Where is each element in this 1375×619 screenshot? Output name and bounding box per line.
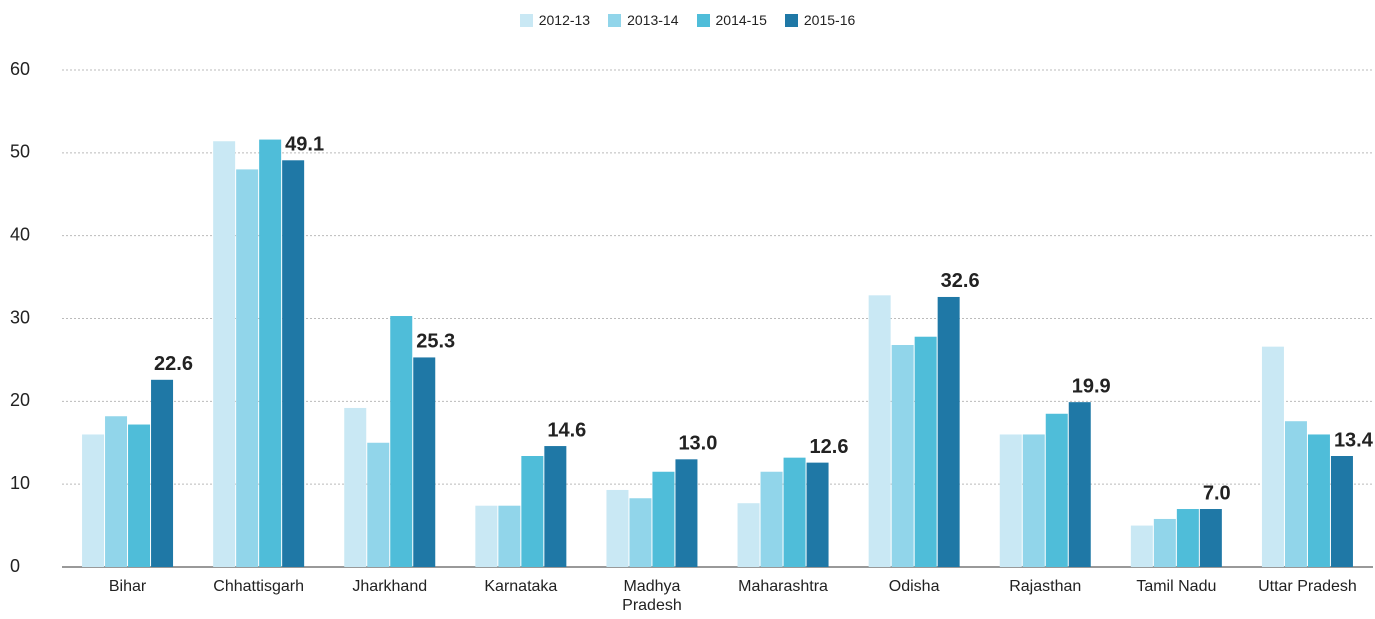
bar [737,503,760,567]
bar [806,462,829,567]
y-tick-label: 0 [10,556,20,576]
legend-swatch [519,13,533,27]
data-label: 32.6 [941,270,980,292]
bar [1261,346,1284,567]
bar [1022,434,1045,567]
bar [498,505,521,567]
bar [413,357,436,567]
bar [282,160,305,567]
x-tick-label: Rajasthan [1009,578,1082,595]
bar [151,379,174,567]
bar [1199,509,1222,567]
bar [937,296,960,567]
bar [1130,525,1153,567]
y-tick-label: 20 [10,390,30,410]
bar [1330,456,1353,567]
bar [544,446,567,567]
legend-swatch [608,13,622,27]
bar [675,459,698,567]
bar [82,434,105,567]
legend-item: 2012-13 [519,12,591,28]
bar [652,471,675,567]
x-tick-label: Tamil Nadu [1136,578,1217,595]
legend-swatch [784,13,798,27]
bar [629,498,652,567]
data-label: 22.6 [154,353,193,375]
x-tick-label: Maharashtra [738,578,828,595]
legend-item: 2014-15 [696,12,767,28]
bar [1068,402,1091,567]
legend-label: 2013-14 [627,12,679,28]
bar [367,442,390,567]
legend-label: 2012-13 [538,12,591,28]
data-label: 25.3 [416,331,455,353]
bar [236,169,259,567]
y-tick-label: 50 [10,142,30,162]
bar [128,424,151,567]
legend-label: 2015-16 [803,12,856,28]
data-label: 7.0 [1203,482,1231,504]
bar [344,407,367,567]
x-tick-label: Karnataka [484,578,558,595]
x-tick-label: Uttar Pradesh [1258,578,1357,595]
x-tick-label: Chhattisgarh [213,578,304,595]
x-tick-label: Bihar [108,578,147,595]
bar [891,345,914,567]
bar [1153,518,1176,567]
data-label: 19.9 [1072,375,1111,397]
bar [475,505,498,567]
data-label: 12.6 [810,436,849,458]
bar [390,316,413,567]
bar [1045,413,1068,567]
legend-item: 2013-14 [608,12,679,28]
bar [521,456,544,567]
bar [999,434,1022,567]
data-label: 13.4 [1334,429,1374,451]
y-tick-label: 10 [10,473,30,493]
bar [606,489,629,567]
bar [213,141,236,567]
bar [1176,509,1199,567]
legend: 2012-13 2013-14 2014-15 2015-16 [0,12,1375,28]
legend-item: 2015-16 [784,12,856,28]
bar [105,416,128,567]
x-tick-label: Madhya Pradesh [622,578,682,614]
bar [760,471,783,567]
data-label: 13.0 [678,433,717,455]
y-tick-label: 30 [10,307,30,327]
legend-label: 2014-15 [715,12,767,28]
x-tick-label: Jharkhand [352,578,428,595]
y-tick-label: 60 [10,59,30,79]
bar [868,295,891,567]
bar [259,139,282,567]
legend-swatch [696,13,710,27]
bar [1284,421,1307,567]
bar [914,336,937,567]
x-tick-label: Odisha [888,578,940,595]
bar [1307,434,1330,567]
y-tick-label: 40 [10,224,30,244]
data-label: 49.1 [285,134,324,156]
data-label: 14.6 [547,419,586,441]
bar [783,457,806,567]
